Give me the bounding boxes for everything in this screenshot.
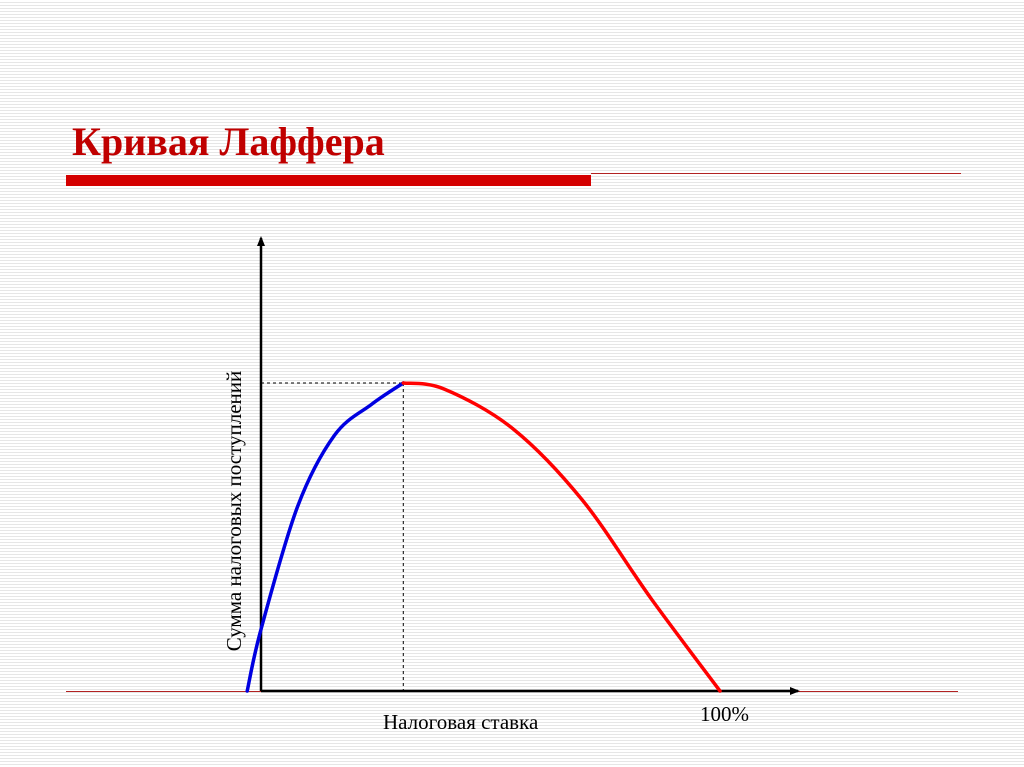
slide-title: Кривая Лаффера [72,119,385,164]
red-curve-line [401,381,722,693]
title-underline-bar [66,175,591,186]
blue-curve-line [245,381,406,693]
title-underline-thin [591,173,961,174]
x-axis-end-label: 100% [700,702,749,726]
y-axis-label: Сумма налоговых поступлений [222,370,246,652]
x-axis-label: Налоговая ставка [383,710,539,734]
